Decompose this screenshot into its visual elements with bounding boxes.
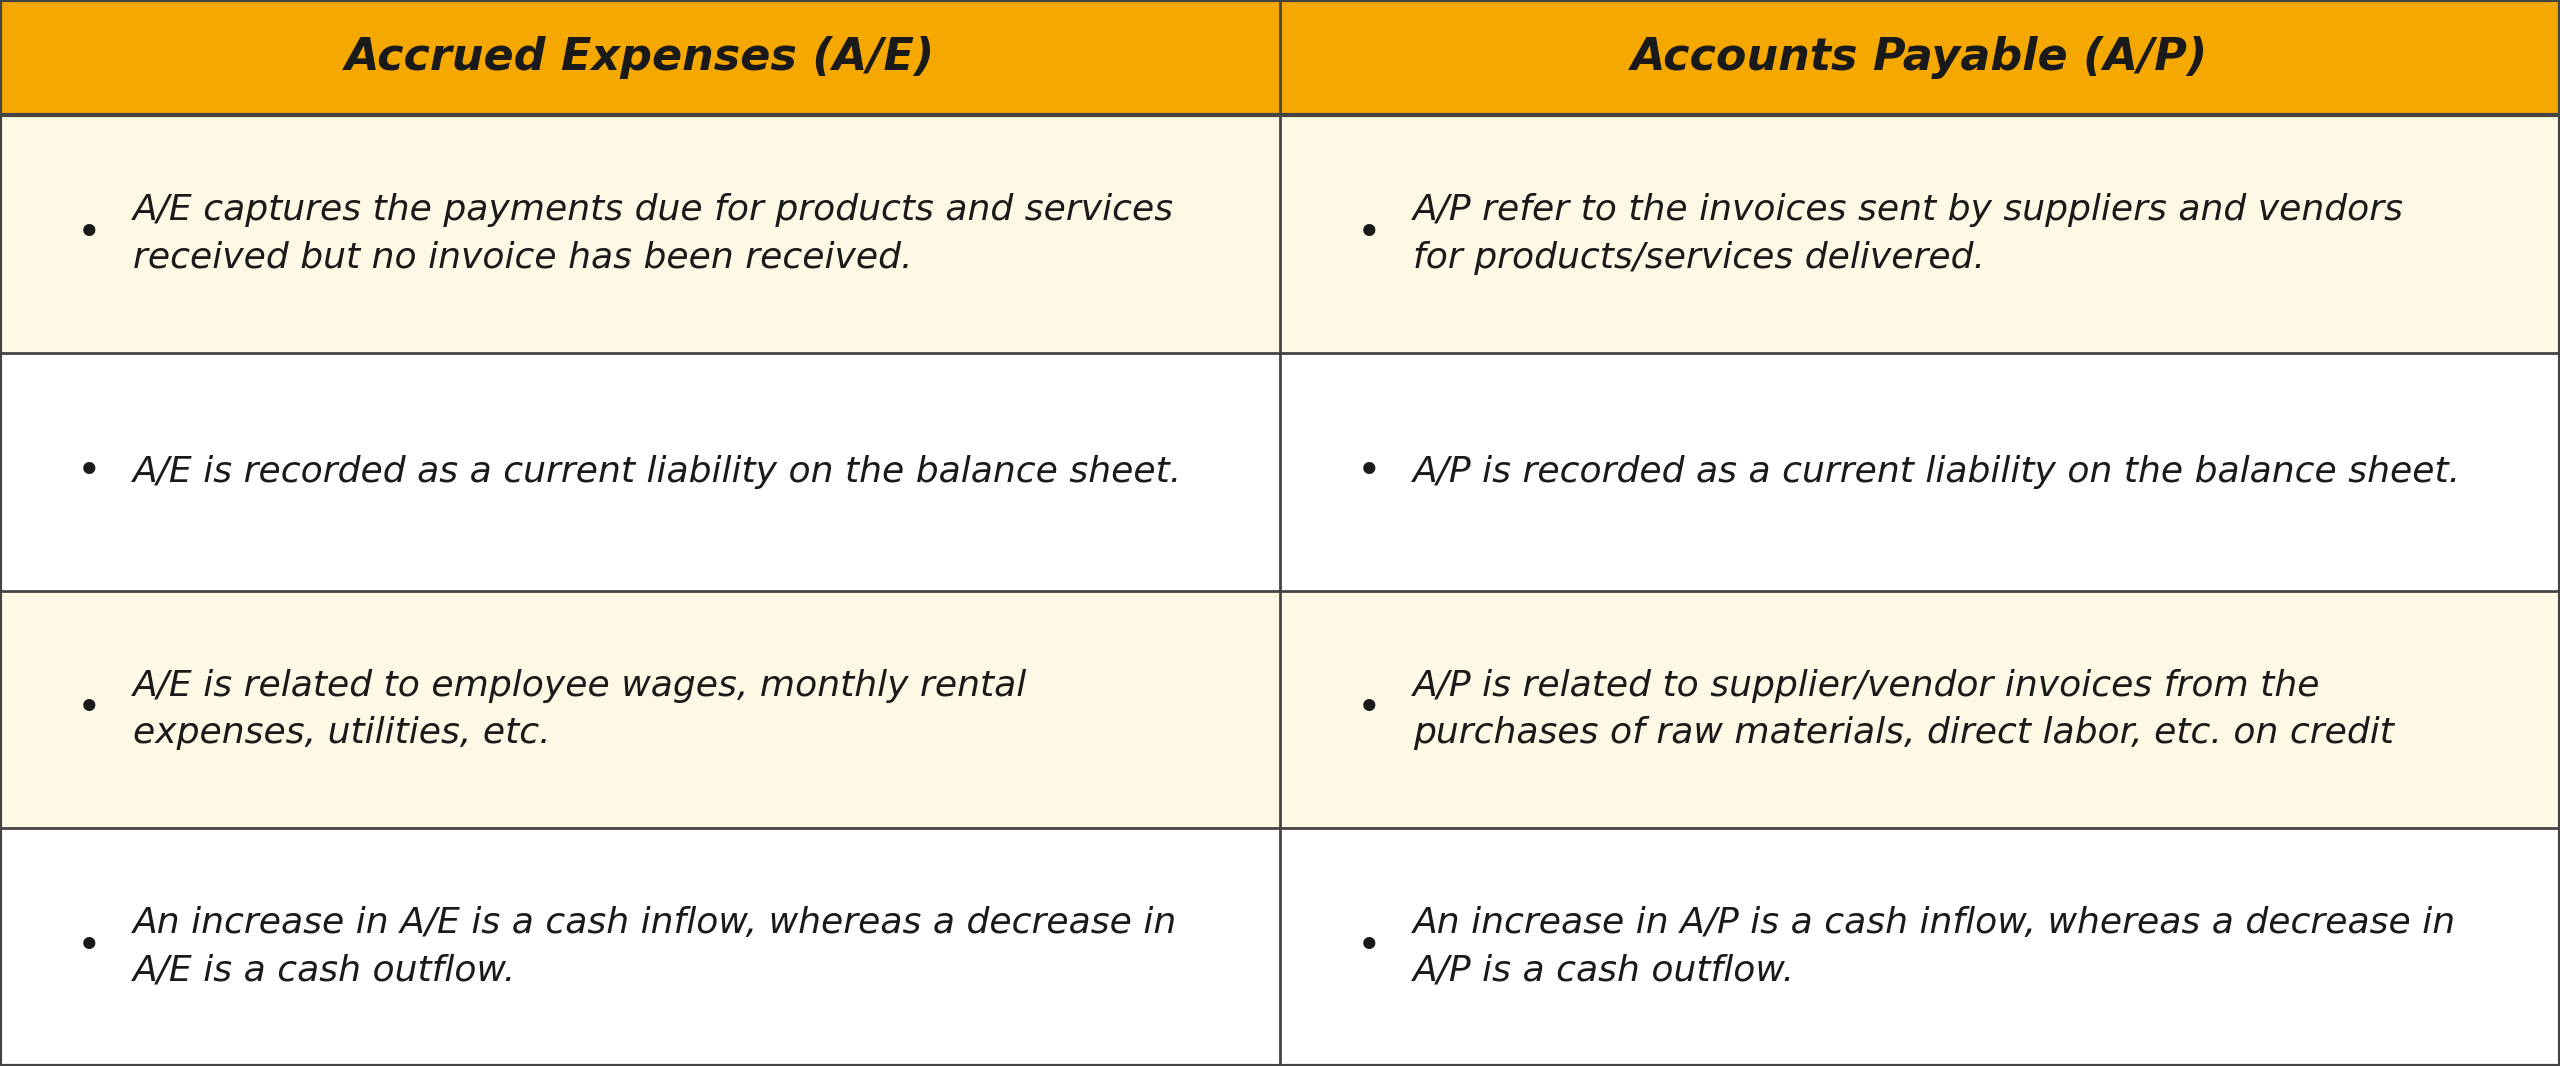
Text: •: • xyxy=(1357,689,1382,730)
Text: •: • xyxy=(77,213,102,255)
Bar xyxy=(0,828,1280,1066)
Text: •: • xyxy=(77,451,102,492)
Text: •: • xyxy=(1357,213,1382,255)
Text: •: • xyxy=(1357,451,1382,492)
Text: A/E is related to employee wages, monthly rental
expenses, utilities, etc.: A/E is related to employee wages, monthl… xyxy=(133,668,1027,750)
Text: •: • xyxy=(77,926,102,968)
Bar xyxy=(1280,591,2560,828)
Text: A/E captures the payments due for products and services
received but no invoice : A/E captures the payments due for produc… xyxy=(133,193,1175,275)
Bar xyxy=(0,591,1280,828)
Bar xyxy=(1280,0,2560,115)
Text: Accrued Expenses (A/E): Accrued Expenses (A/E) xyxy=(346,36,934,79)
Text: A/P is recorded as a current liability on the balance sheet.: A/P is recorded as a current liability o… xyxy=(1413,455,2460,488)
Text: A/P is related to supplier/vendor invoices from the
purchases of raw materials, : A/P is related to supplier/vendor invoic… xyxy=(1413,668,2394,750)
Bar xyxy=(0,0,1280,115)
Text: •: • xyxy=(77,689,102,730)
Text: An increase in A/E is a cash inflow, whereas a decrease in
A/E is a cash outflow: An increase in A/E is a cash inflow, whe… xyxy=(133,906,1178,988)
Text: An increase in A/P is a cash inflow, whereas a decrease in
A/P is a cash outflow: An increase in A/P is a cash inflow, whe… xyxy=(1413,906,2455,988)
Bar xyxy=(1280,115,2560,353)
Text: Accounts Payable (A/P): Accounts Payable (A/P) xyxy=(1631,36,2209,79)
Bar xyxy=(0,115,1280,353)
Bar xyxy=(0,353,1280,591)
Text: A/E is recorded as a current liability on the balance sheet.: A/E is recorded as a current liability o… xyxy=(133,455,1183,488)
Text: A/P refer to the invoices sent by suppliers and vendors
for products/services de: A/P refer to the invoices sent by suppli… xyxy=(1413,193,2404,275)
Bar xyxy=(1280,353,2560,591)
Text: •: • xyxy=(1357,926,1382,968)
Bar xyxy=(1280,828,2560,1066)
